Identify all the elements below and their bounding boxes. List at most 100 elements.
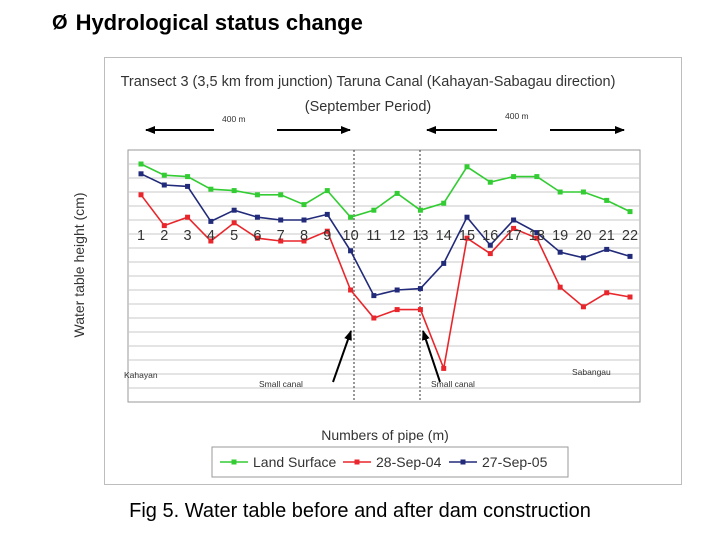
x-tick-label: 19: [552, 228, 568, 244]
chart-title: Transect 3 (3,5 km from junction) Taruna…: [121, 74, 616, 90]
data-point: [417, 307, 423, 313]
x-tick-label: 10: [343, 228, 359, 244]
data-point: [301, 238, 307, 244]
legend-swatch-marker: [231, 459, 237, 465]
legend-box: [211, 446, 569, 478]
data-point: [441, 200, 447, 206]
x-tick-label: 1: [137, 228, 145, 244]
data-point: [161, 172, 167, 178]
data-point: [161, 182, 167, 188]
data-point: [138, 171, 144, 177]
data-point: [324, 188, 330, 194]
data-point: [161, 223, 167, 229]
data-point: [557, 189, 563, 195]
data-point: [278, 238, 284, 244]
data-point: [254, 214, 260, 220]
data-point: [348, 248, 354, 254]
series-line: [140, 194, 631, 372]
data-point: [464, 214, 470, 220]
x-tick-label: 4: [207, 228, 215, 244]
data-point: [580, 255, 586, 261]
data-point: [417, 286, 423, 292]
data-point: [348, 214, 354, 220]
data-point: [138, 161, 144, 167]
data-point: [301, 217, 307, 223]
data-point: [464, 235, 470, 241]
x-tick-label: 20: [575, 228, 591, 244]
y-axis-label: Water table height (cm): [71, 193, 87, 338]
slide-heading: Ø Hydrological status change: [52, 10, 363, 36]
series-line: [140, 163, 631, 219]
x-tick-label: 11: [366, 228, 381, 244]
data-point: [208, 238, 214, 244]
legend-label: Land Surface: [253, 454, 336, 470]
data-point: [487, 179, 493, 185]
x-tick-label: 17: [506, 228, 522, 244]
distance-label-left: 400 m: [222, 114, 246, 124]
data-point: [254, 192, 260, 198]
legend: Land Surface 28-Sep-04 27-Sep-05: [220, 454, 548, 470]
x-tick-label: 16: [482, 228, 498, 244]
arrow-bullet-icon: Ø: [52, 11, 68, 34]
x-tick-label: 7: [277, 228, 285, 244]
pointer-arrow-left: [332, 330, 352, 383]
data-point: [604, 290, 610, 296]
data-point: [138, 192, 144, 198]
x-tick-label: 9: [323, 228, 331, 244]
data-point: [534, 235, 540, 241]
data-point: [371, 207, 377, 213]
data-point: [278, 192, 284, 198]
data-point: [464, 164, 470, 170]
data-point: [511, 217, 517, 223]
data-point: [301, 202, 307, 208]
data-point: [394, 287, 400, 293]
x-tick-label: 3: [184, 228, 192, 244]
pointer-arrow-right: [422, 330, 441, 383]
x-tick-label: 2: [160, 228, 168, 244]
data-point: [231, 207, 237, 213]
small-canal-label-left: Small canal: [259, 379, 303, 389]
data-point: [417, 207, 423, 213]
data-point: [371, 293, 377, 299]
x-tick-labels: 1 2 3 4 5 6 7 8 9 10 11 12 13 14 15 16 17 18 19 20 21 22: [137, 228, 638, 244]
x-tick-label: 6: [253, 228, 261, 244]
figure-caption: Fig 5. Water table before and after dam …: [129, 500, 591, 522]
data-point: [580, 304, 586, 310]
legend-swatch-marker: [354, 459, 360, 465]
data-point: [627, 294, 633, 300]
x-tick-label: 8: [300, 228, 308, 244]
data-point: [511, 225, 517, 231]
data-point: [231, 188, 237, 194]
legend-label: 28-Sep-04: [376, 454, 442, 470]
data-point: [487, 251, 493, 257]
data-point: [604, 246, 610, 252]
x-tick-label: 15: [459, 228, 475, 244]
data-point: [185, 214, 191, 220]
data-point: [441, 260, 447, 266]
data-point: [441, 365, 447, 371]
x-tick-label: 21: [599, 228, 615, 244]
x-tick-label: 13: [412, 228, 428, 244]
data-point: [394, 307, 400, 313]
x-tick-label: 12: [389, 228, 405, 244]
data-point: [534, 174, 540, 180]
data-point: [348, 287, 354, 293]
data-point: [324, 228, 330, 234]
data-point: [627, 209, 633, 215]
data-point: [208, 186, 214, 192]
data-point: [511, 174, 517, 180]
sabangau-label: Sabangau: [572, 367, 611, 377]
x-axis-label: Numbers of pipe (m): [321, 427, 449, 443]
heading-text: Hydrological status change: [75, 10, 363, 35]
data-point: [394, 190, 400, 196]
series-layer: [138, 161, 633, 372]
x-tick-label: 18: [529, 228, 545, 244]
data-point: [557, 249, 563, 255]
data-point: [324, 211, 330, 217]
data-point: [254, 235, 260, 241]
data-point: [371, 315, 377, 321]
data-point: [231, 220, 237, 226]
series-line: [140, 173, 631, 297]
data-point: [185, 183, 191, 189]
